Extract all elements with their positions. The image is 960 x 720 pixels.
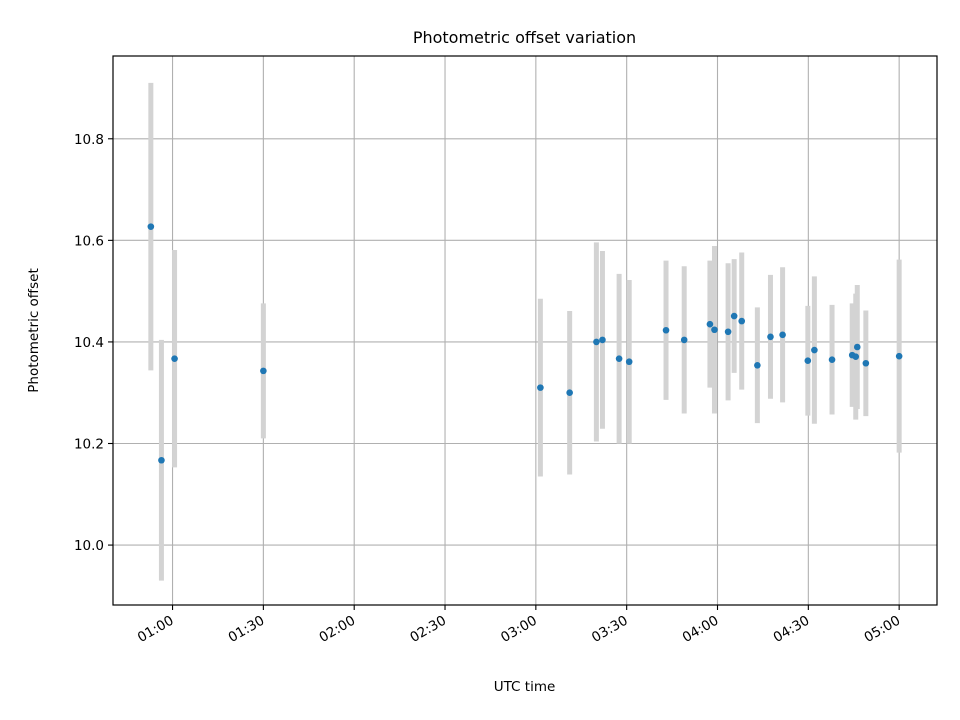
data-point bbox=[754, 361, 761, 369]
y-tick-label: 10.4 bbox=[74, 335, 104, 351]
data-point bbox=[852, 353, 860, 360]
data-point bbox=[895, 352, 903, 360]
data-point bbox=[615, 355, 623, 362]
y-axis-ticks: 10.0 10.2 10.4 10.6 10.8 bbox=[74, 132, 113, 554]
y-tick-label: 10.2 bbox=[74, 436, 104, 452]
x-tick-label: 01:30 bbox=[226, 613, 268, 646]
x-axis-label: UTC time bbox=[494, 679, 556, 695]
data-point bbox=[599, 336, 606, 344]
x-tick-label: 03:00 bbox=[498, 613, 540, 646]
data-point bbox=[706, 320, 714, 328]
data-point bbox=[779, 331, 786, 339]
x-tick-label: 05:00 bbox=[861, 613, 903, 646]
x-tick-label: 04:00 bbox=[680, 613, 722, 646]
data-point bbox=[828, 356, 836, 364]
y-tick-label: 10.8 bbox=[74, 132, 104, 148]
data-point bbox=[260, 367, 267, 375]
plot-frame bbox=[112, 55, 938, 606]
data-point bbox=[537, 384, 544, 391]
data-point bbox=[566, 389, 573, 397]
data-point bbox=[593, 338, 600, 346]
data-point bbox=[730, 312, 738, 320]
grid-lines bbox=[113, 56, 937, 605]
data-point bbox=[158, 456, 165, 464]
data-point bbox=[862, 359, 870, 367]
data-point bbox=[625, 358, 633, 366]
y-tick-label: 10.0 bbox=[74, 538, 104, 554]
data-point bbox=[804, 357, 812, 365]
x-axis-ticks: 01:00 01:30 02:00 02:30 03:00 03:30 04:00 04:30… bbox=[135, 605, 903, 646]
data-point bbox=[724, 328, 732, 336]
x-tick-label: 04:30 bbox=[771, 613, 813, 646]
x-tick-label: 03:30 bbox=[589, 613, 631, 646]
data-point bbox=[738, 317, 746, 325]
data-point bbox=[767, 333, 774, 341]
x-tick-label: 01:00 bbox=[135, 613, 177, 646]
chart-title: Photometric offset variation bbox=[413, 28, 636, 47]
y-axis-label: Photometric offset bbox=[26, 268, 42, 392]
data-point bbox=[171, 355, 178, 362]
data-point bbox=[811, 346, 818, 354]
x-tick-label: 02:30 bbox=[407, 613, 449, 646]
data-point bbox=[680, 336, 688, 344]
data-point bbox=[147, 223, 155, 230]
data-point bbox=[853, 343, 861, 351]
data-point bbox=[662, 326, 670, 334]
x-tick-label: 02:00 bbox=[317, 613, 359, 646]
y-tick-label: 10.6 bbox=[74, 233, 104, 249]
data-point bbox=[711, 326, 718, 334]
data-points bbox=[147, 223, 903, 464]
